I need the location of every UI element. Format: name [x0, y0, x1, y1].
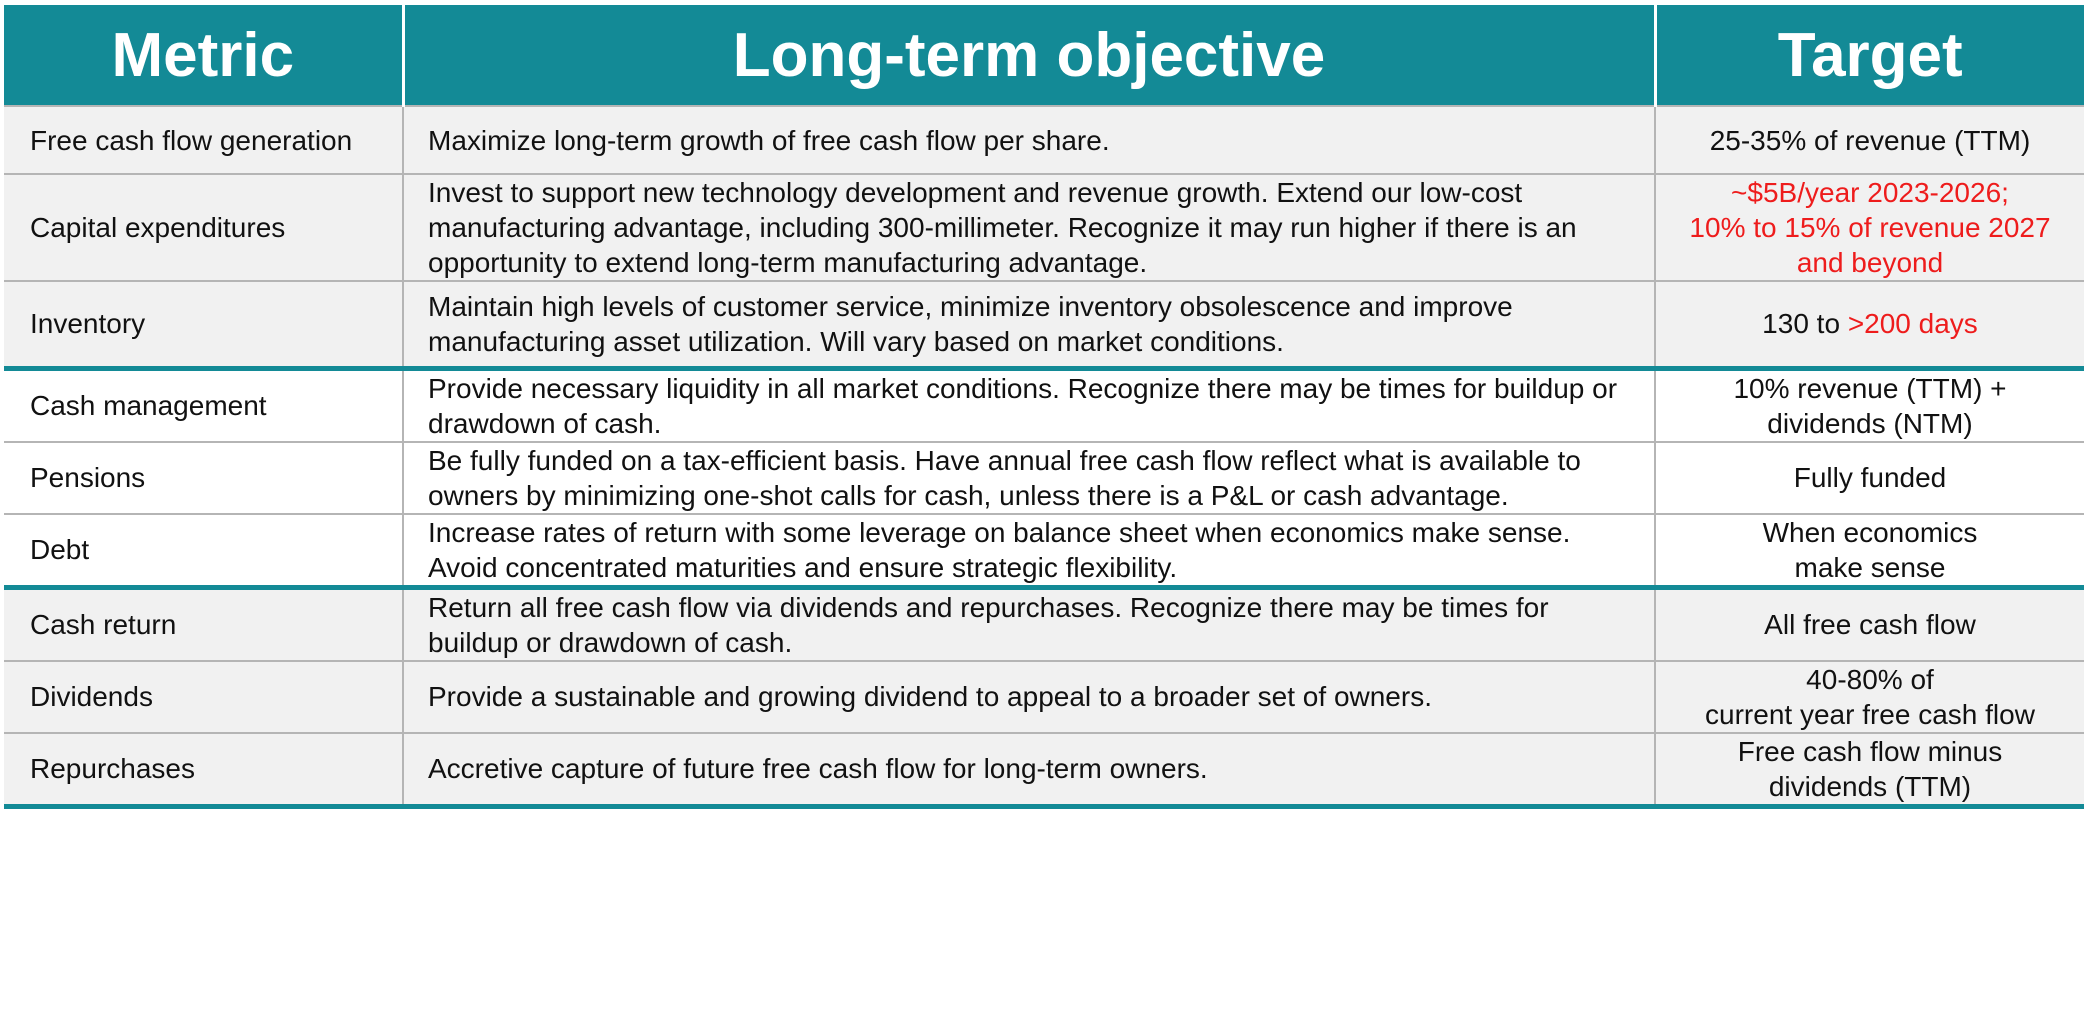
target-cell: 40-80% of current year free cash flow [1654, 659, 2084, 734]
header-objective: Long-term objective [401, 5, 1657, 106]
target-prefix: 130 to [1762, 308, 1841, 340]
objective-cell: Accretive capture of future free cash fl… [402, 731, 1656, 809]
target-line: Free cash flow minus [1737, 735, 2003, 767]
table-row: Cash management Provide necessary liquid… [4, 367, 2084, 443]
target-cell: 25-35% of revenue (TTM) [1654, 105, 2084, 175]
header-metric: Metric [4, 5, 405, 106]
target-line: current year free cash flow [1705, 698, 2035, 730]
target-line: 40-80% of [1806, 663, 1934, 695]
capital-management-table-container: Metric Long-term objective Target Free c… [4, 5, 2084, 809]
target-line: 10% to 15% of revenue 2027 [1689, 212, 2051, 243]
metric-cell: Free cash flow generation [4, 105, 404, 175]
target-cell: Free cash flow minus dividends (TTM) [1654, 731, 2084, 809]
capital-management-table: Metric Long-term objective Target Free c… [4, 5, 2084, 809]
target-cell: All free cash flow [1654, 586, 2084, 662]
objective-cell: Provide necessary liquidity in all marke… [402, 367, 1656, 443]
target-cell: ~$5B/year 2023-2026; 10% to 15% of reven… [1654, 173, 2084, 282]
metric-cell: Cash management [4, 367, 404, 443]
objective-cell: Invest to support new technology develop… [402, 173, 1656, 282]
table-row: Capital expenditures Invest to support n… [4, 173, 2084, 282]
target-cell: Fully funded [1654, 440, 2084, 515]
objective-cell: Be fully funded on a tax-efficient basis… [402, 440, 1656, 515]
target-line: Fully funded [1793, 462, 1947, 493]
table-row: Free cash flow generation Maximize long-… [4, 105, 2084, 175]
metric-cell: Capital expenditures [4, 173, 404, 282]
metric-cell: Repurchases [4, 731, 404, 809]
target-cell: 130 to >200 days [1654, 280, 2084, 371]
objective-cell: Increase rates of return with some lever… [402, 512, 1656, 590]
target-line: 10% revenue (TTM) + [1733, 372, 2007, 404]
objective-cell: Provide a sustainable and growing divide… [402, 659, 1656, 734]
header-row: Metric Long-term objective Target [4, 5, 2084, 106]
table-row: Dividends Provide a sustainable and grow… [4, 659, 2084, 734]
table-row: Debt Increase rates of return with some … [4, 512, 2084, 590]
target-line: make sense [1794, 551, 1946, 583]
objective-cell: Return all free cash flow via dividends … [402, 586, 1656, 662]
metric-cell: Inventory [4, 280, 404, 371]
objective-cell: Maintain high levels of customer service… [402, 280, 1656, 371]
objective-cell: Maximize long-term growth of free cash f… [402, 105, 1656, 175]
metric-cell: Dividends [4, 659, 404, 734]
target-cell: When economics make sense [1654, 512, 2084, 590]
metric-cell: Cash return [4, 586, 404, 662]
table-row: Pensions Be fully funded on a tax-effici… [4, 440, 2084, 515]
target-highlight: >200 days [1847, 308, 1978, 340]
target-line: 25-35% of revenue (TTM) [1709, 124, 2031, 156]
header-target: Target [1653, 5, 2084, 106]
target-line: ~$5B/year 2023-2026; [1731, 177, 2009, 208]
target-line: All free cash flow [1764, 609, 1976, 640]
table-row: Cash return Return all free cash flow vi… [4, 586, 2084, 662]
table-row: Repurchases Accretive capture of future … [4, 731, 2084, 809]
target-cell: 10% revenue (TTM) + dividends (NTM) [1654, 367, 2084, 443]
target-line: and beyond [1796, 247, 1944, 278]
target-line: dividends (TTM) [1768, 770, 1972, 802]
table-row: Inventory Maintain high levels of custom… [4, 280, 2084, 371]
target-line: When economics [1762, 516, 1978, 548]
metric-cell: Pensions [4, 440, 404, 515]
metric-cell: Debt [4, 512, 404, 590]
target-line: dividends (NTM) [1767, 407, 1973, 439]
